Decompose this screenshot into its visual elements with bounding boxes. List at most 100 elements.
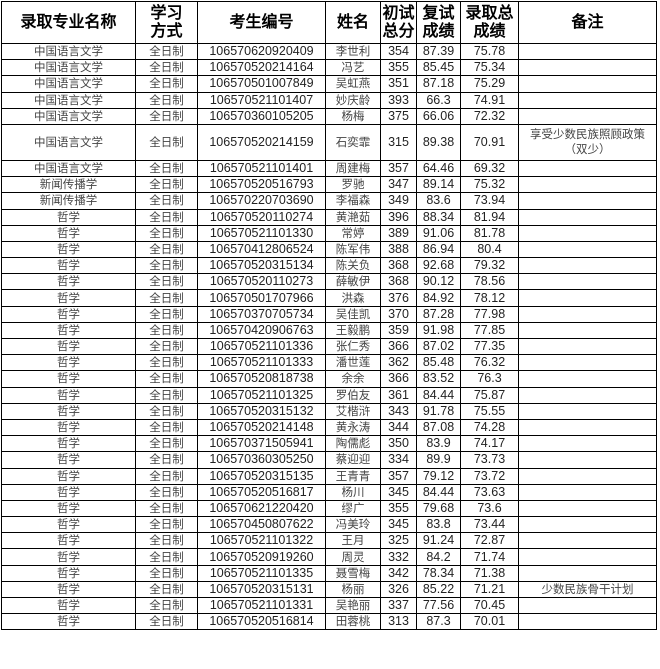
table-row: 哲学 全日制 106570521101322 王月 325 91.24 72.87: [1, 532, 657, 550]
notes-cell: [518, 596, 657, 615]
candidate-id-cell: 106570371505941: [197, 435, 326, 453]
table-row: 哲学 全日制 106570520315132 艾楷浒 343 91.78 75.55: [1, 402, 657, 420]
retest-score-cell: 91.24: [416, 532, 461, 550]
study-mode-cell: 全日制: [135, 613, 198, 631]
initial-score-cell: 343: [380, 402, 417, 420]
major-cell: 哲学: [1, 224, 136, 242]
study-mode-cell: 全日制: [135, 224, 198, 242]
notes-cell: [518, 289, 657, 307]
candidate-id-cell: 106570521101325: [197, 386, 326, 404]
table-row: 哲学 全日制 106570520315135 王青青 357 79.12 73.72: [1, 467, 657, 485]
name-cell: 薛敏伊: [325, 273, 381, 291]
total-score-cell: 73.6: [460, 499, 519, 518]
retest-score-cell: 89.9: [416, 451, 461, 469]
study-mode-cell: 全日制: [135, 42, 198, 61]
total-score-cell: 77.85: [460, 321, 519, 340]
notes-cell: [518, 467, 657, 485]
name-cell: 王青青: [325, 467, 381, 485]
header-candidate-id: 考生编号: [197, 1, 326, 44]
total-score-cell: 81.94: [460, 208, 519, 226]
initial-score-cell: 368: [380, 257, 417, 275]
candidate-id-cell: 106570620920409: [197, 42, 326, 61]
study-mode-cell: 全日制: [135, 305, 198, 323]
study-mode-cell: 全日制: [135, 516, 198, 534]
total-score-cell: 78.56: [460, 273, 519, 291]
total-score-cell: 73.44: [460, 516, 519, 534]
initial-score-cell: 362: [380, 354, 417, 372]
header-major: 录取专业名称: [1, 1, 136, 44]
total-score-cell: 69.32: [460, 159, 519, 178]
retest-score-cell: 83.52: [416, 370, 461, 388]
initial-score-cell: 315: [380, 123, 417, 161]
name-cell: 聂雪梅: [325, 564, 381, 582]
retest-score-cell: 85.22: [416, 580, 461, 599]
notes-cell: [518, 176, 657, 194]
name-cell: 吴艳丽: [325, 596, 381, 615]
retest-score-cell: 90.12: [416, 273, 461, 291]
table-row: 新闻传播学 全日制 106570220703690 李福森 349 83.6 73.94: [1, 192, 657, 210]
initial-score-cell: 376: [380, 289, 417, 307]
total-score-cell: 71.21: [460, 580, 519, 599]
name-cell: 潘世莲: [325, 354, 381, 372]
initial-score-cell: 325: [380, 532, 417, 550]
candidate-id-cell: 106570520516793: [197, 176, 326, 194]
candidate-id-cell: 106570370705734: [197, 305, 326, 323]
notes-cell: [518, 418, 657, 437]
initial-score-cell: 366: [380, 370, 417, 388]
notes-cell: [518, 240, 657, 259]
table-row: 哲学 全日制 106570521101333 潘世莲 362 85.48 76.32: [1, 354, 657, 372]
table-header-row: 录取专业名称 学习方式 考生编号 姓名 初试总分 复试成绩 录取总成绩 备注: [1, 1, 657, 44]
candidate-id-cell: 106570521101336: [197, 337, 326, 356]
retest-score-cell: 85.48: [416, 354, 461, 372]
total-score-cell: 76.3: [460, 370, 519, 388]
retest-score-cell: 89.14: [416, 176, 461, 194]
table-row: 哲学 全日制 106570521101331 吴艳丽 337 77.56 70.45: [1, 596, 657, 615]
header-name: 姓名: [325, 1, 381, 44]
study-mode-cell: 全日制: [135, 402, 198, 420]
major-cell: 哲学: [1, 321, 136, 340]
major-cell: 中国语言文学: [1, 123, 136, 161]
major-cell: 中国语言文学: [1, 75, 136, 93]
major-cell: 哲学: [1, 435, 136, 453]
notes-cell: [518, 107, 657, 125]
study-mode-cell: 全日制: [135, 418, 198, 437]
name-cell: 陈关负: [325, 257, 381, 275]
major-cell: 哲学: [1, 613, 136, 631]
table-row: 哲学 全日制 106570520214148 黄永涛 344 87.08 74.28: [1, 418, 657, 437]
candidate-id-cell: 106570520214148: [197, 418, 326, 437]
total-score-cell: 74.91: [460, 91, 519, 109]
total-score-cell: 79.32: [460, 257, 519, 275]
major-cell: 新闻传播学: [1, 192, 136, 210]
initial-score-cell: 334: [380, 451, 417, 469]
notes-cell: [518, 321, 657, 340]
retest-score-cell: 79.12: [416, 467, 461, 485]
study-mode-cell: 全日制: [135, 176, 198, 194]
total-score-cell: 70.45: [460, 596, 519, 615]
retest-score-cell: 78.34: [416, 564, 461, 582]
study-mode-cell: 全日制: [135, 435, 198, 453]
candidate-id-cell: 106570520315134: [197, 257, 326, 275]
candidate-id-cell: 106570521101322: [197, 532, 326, 550]
candidate-id-cell: 106570521101331: [197, 596, 326, 615]
candidate-id-cell: 106570621220420: [197, 499, 326, 518]
major-cell: 哲学: [1, 305, 136, 323]
table-row: 中国语言文学 全日制 106570520214164 冯艺 355 85.45 75.34: [1, 59, 657, 77]
table-row: 中国语言文学 全日制 106570521101401 周建梅 357 64.46 69.32: [1, 159, 657, 178]
header-retest-score: 复试成绩: [416, 1, 461, 44]
initial-score-cell: 357: [380, 467, 417, 485]
retest-score-cell: 84.2: [416, 548, 461, 566]
total-score-cell: 72.32: [460, 107, 519, 125]
study-mode-cell: 全日制: [135, 499, 198, 518]
table-row: 哲学 全日制 106570371505941 陶儒彪 350 83.9 74.17: [1, 435, 657, 453]
total-score-cell: 76.32: [460, 354, 519, 372]
study-mode-cell: 全日制: [135, 123, 198, 161]
candidate-id-cell: 106570520818738: [197, 370, 326, 388]
study-mode-cell: 全日制: [135, 467, 198, 485]
name-cell: 黄永涛: [325, 418, 381, 437]
total-score-cell: 78.12: [460, 289, 519, 307]
total-score-cell: 70.01: [460, 613, 519, 631]
study-mode-cell: 全日制: [135, 337, 198, 356]
retest-score-cell: 87.3: [416, 613, 461, 631]
name-cell: 蔡迎迎: [325, 451, 381, 469]
retest-score-cell: 84.92: [416, 289, 461, 307]
